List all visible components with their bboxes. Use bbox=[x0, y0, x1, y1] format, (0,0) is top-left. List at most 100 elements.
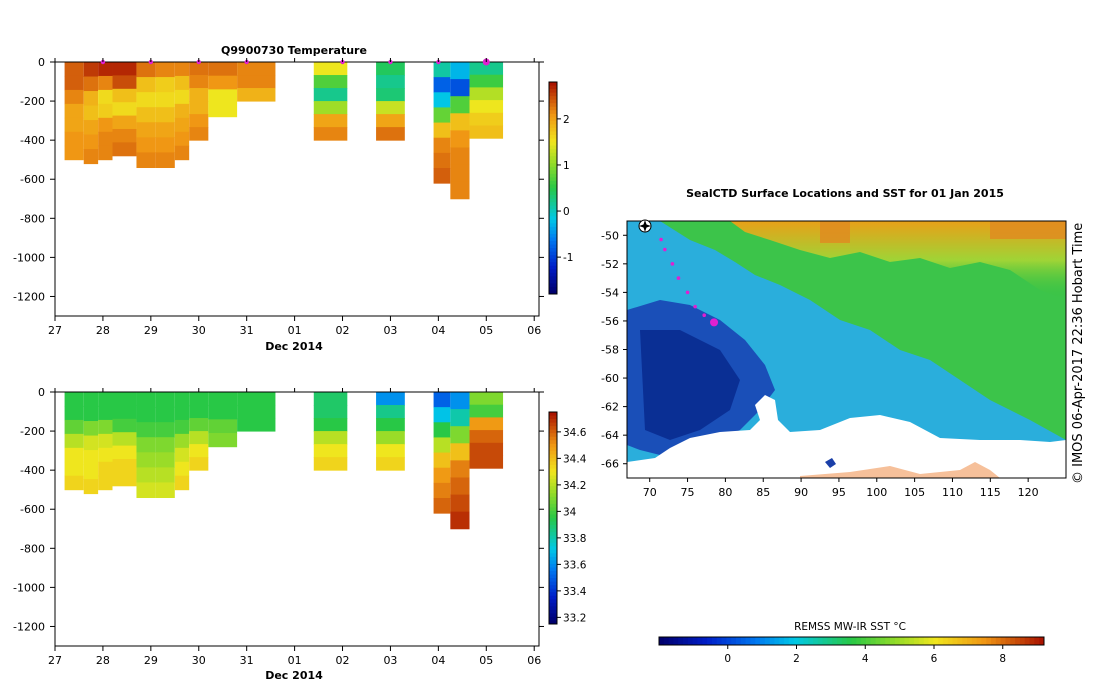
profile-cell bbox=[174, 117, 190, 133]
sst-colorbar-segment bbox=[668, 637, 674, 645]
map-x-tick-label: 110 bbox=[942, 486, 963, 499]
sst-colorbar-segment bbox=[971, 637, 978, 645]
profile-cell bbox=[237, 75, 276, 89]
sst-colorbar-segment bbox=[957, 637, 963, 645]
colorbar-segment bbox=[549, 276, 557, 281]
map-x-tick-label: 75 bbox=[681, 486, 695, 499]
profile-cell bbox=[433, 137, 451, 154]
track-point bbox=[693, 304, 697, 309]
x-tick-label: 31 bbox=[240, 654, 254, 667]
map-x-tick-label: 85 bbox=[756, 486, 770, 499]
sst-colorbar-segment bbox=[995, 637, 1002, 645]
colorbar-segment bbox=[549, 209, 557, 214]
track-point bbox=[676, 276, 681, 280]
profile-cell bbox=[136, 137, 156, 153]
profile-cell bbox=[83, 479, 99, 495]
profile-cell bbox=[64, 62, 84, 77]
colorbar-segment bbox=[549, 145, 557, 150]
colorbar-segment bbox=[549, 422, 557, 427]
x-tick-label: 30 bbox=[192, 654, 206, 667]
sst-colorbar-segment bbox=[731, 637, 737, 645]
profile-cell bbox=[174, 447, 190, 463]
sst-colorbar-segment bbox=[779, 637, 785, 645]
map-y-tick-label: -50 bbox=[601, 229, 619, 242]
sst-colorbar-segment bbox=[837, 637, 843, 645]
profile-cell bbox=[313, 405, 348, 419]
track-point bbox=[685, 290, 690, 295]
sst-colorbar-segment bbox=[702, 637, 708, 645]
map-x-tick-label: 95 bbox=[832, 486, 846, 499]
sst-colorbar-segment bbox=[774, 637, 780, 645]
sst-colorbar-segment bbox=[683, 637, 689, 645]
colorbar-tick-label: 2 bbox=[563, 114, 570, 126]
profile-cell bbox=[136, 422, 156, 438]
sst-colorbar-segment bbox=[784, 637, 790, 645]
profile-cell bbox=[189, 431, 209, 445]
antarctic-ice bbox=[627, 395, 1066, 478]
colorbar-segment bbox=[549, 602, 557, 607]
colorbar-segment bbox=[549, 461, 557, 466]
profile-cell bbox=[112, 418, 137, 433]
colorbar-tick-label: 33.2 bbox=[563, 612, 586, 624]
profile-cell bbox=[376, 431, 405, 445]
temperature-colorbar: 2 1 0 -1 bbox=[548, 81, 573, 295]
colorbar-tick-label: 34 bbox=[563, 506, 577, 518]
colorbar-segment bbox=[549, 525, 557, 530]
colorbar-segment bbox=[549, 563, 557, 568]
profile-cell bbox=[155, 452, 175, 468]
colorbar-tick-label: 33.6 bbox=[563, 559, 587, 571]
profile-cell bbox=[64, 75, 84, 91]
sst-colorbar-segment bbox=[923, 637, 929, 645]
colorbar-segment bbox=[549, 106, 557, 111]
colorbar-segment bbox=[549, 500, 557, 505]
profile-cell bbox=[98, 433, 113, 449]
colorbar-segment bbox=[549, 248, 557, 253]
profile-cell bbox=[450, 130, 470, 148]
sst-colorbar: REMSS MW-IR SST °C 0 2 4 6 8 bbox=[658, 621, 1045, 665]
profile-cell bbox=[112, 75, 137, 90]
profile-cell bbox=[155, 482, 175, 499]
profile-cell bbox=[376, 392, 405, 406]
colorbar-segment bbox=[549, 216, 557, 221]
profile-cell bbox=[155, 122, 175, 138]
y-tick-label: -600 bbox=[20, 173, 45, 186]
sst-colorbar-tick-label: 0 bbox=[724, 653, 731, 665]
profile-cell bbox=[376, 457, 405, 471]
sst-warm-patch bbox=[820, 221, 850, 243]
colorbar-segment bbox=[549, 120, 557, 125]
profile-cell bbox=[83, 76, 99, 92]
colorbar-segment bbox=[549, 595, 557, 600]
x-tick-label: 01 bbox=[288, 324, 302, 337]
sst-colorbar-segment bbox=[890, 637, 896, 645]
profile-cell bbox=[433, 422, 451, 438]
profile-cell bbox=[208, 405, 238, 420]
colorbar-segment bbox=[549, 585, 557, 590]
track-end-point bbox=[710, 318, 719, 327]
sst-colorbar-segment bbox=[918, 637, 925, 645]
profile-cell bbox=[155, 92, 175, 108]
profile-cell bbox=[155, 77, 175, 93]
x-tick-label: 06 bbox=[527, 324, 541, 337]
colorbar-segment bbox=[549, 556, 557, 561]
map-x-tick-label: 115 bbox=[980, 486, 1001, 499]
colorbar-segment bbox=[549, 465, 557, 470]
profile-cell bbox=[433, 467, 451, 484]
sst-colorbar-segment bbox=[899, 637, 905, 645]
sst-warm-zone bbox=[730, 221, 1066, 300]
profile-cell bbox=[64, 475, 84, 491]
colorbar-segment bbox=[549, 135, 557, 140]
profile-cell bbox=[64, 117, 84, 133]
colorbar-segment bbox=[549, 567, 557, 572]
colorbar-tick-label: 33.8 bbox=[563, 533, 586, 545]
colorbar-segment bbox=[549, 489, 557, 494]
colorbar-segment bbox=[549, 251, 557, 256]
profile-cell bbox=[112, 88, 137, 103]
colorbar-segment bbox=[549, 92, 557, 97]
profile-cell bbox=[64, 89, 84, 105]
profile-cell bbox=[189, 127, 209, 141]
colorbar-segment bbox=[549, 606, 557, 611]
profile-cell bbox=[112, 142, 137, 157]
profile-cell bbox=[313, 75, 348, 89]
colorbar-tick-label: 33.4 bbox=[563, 586, 587, 598]
colorbar-segment bbox=[549, 450, 557, 455]
